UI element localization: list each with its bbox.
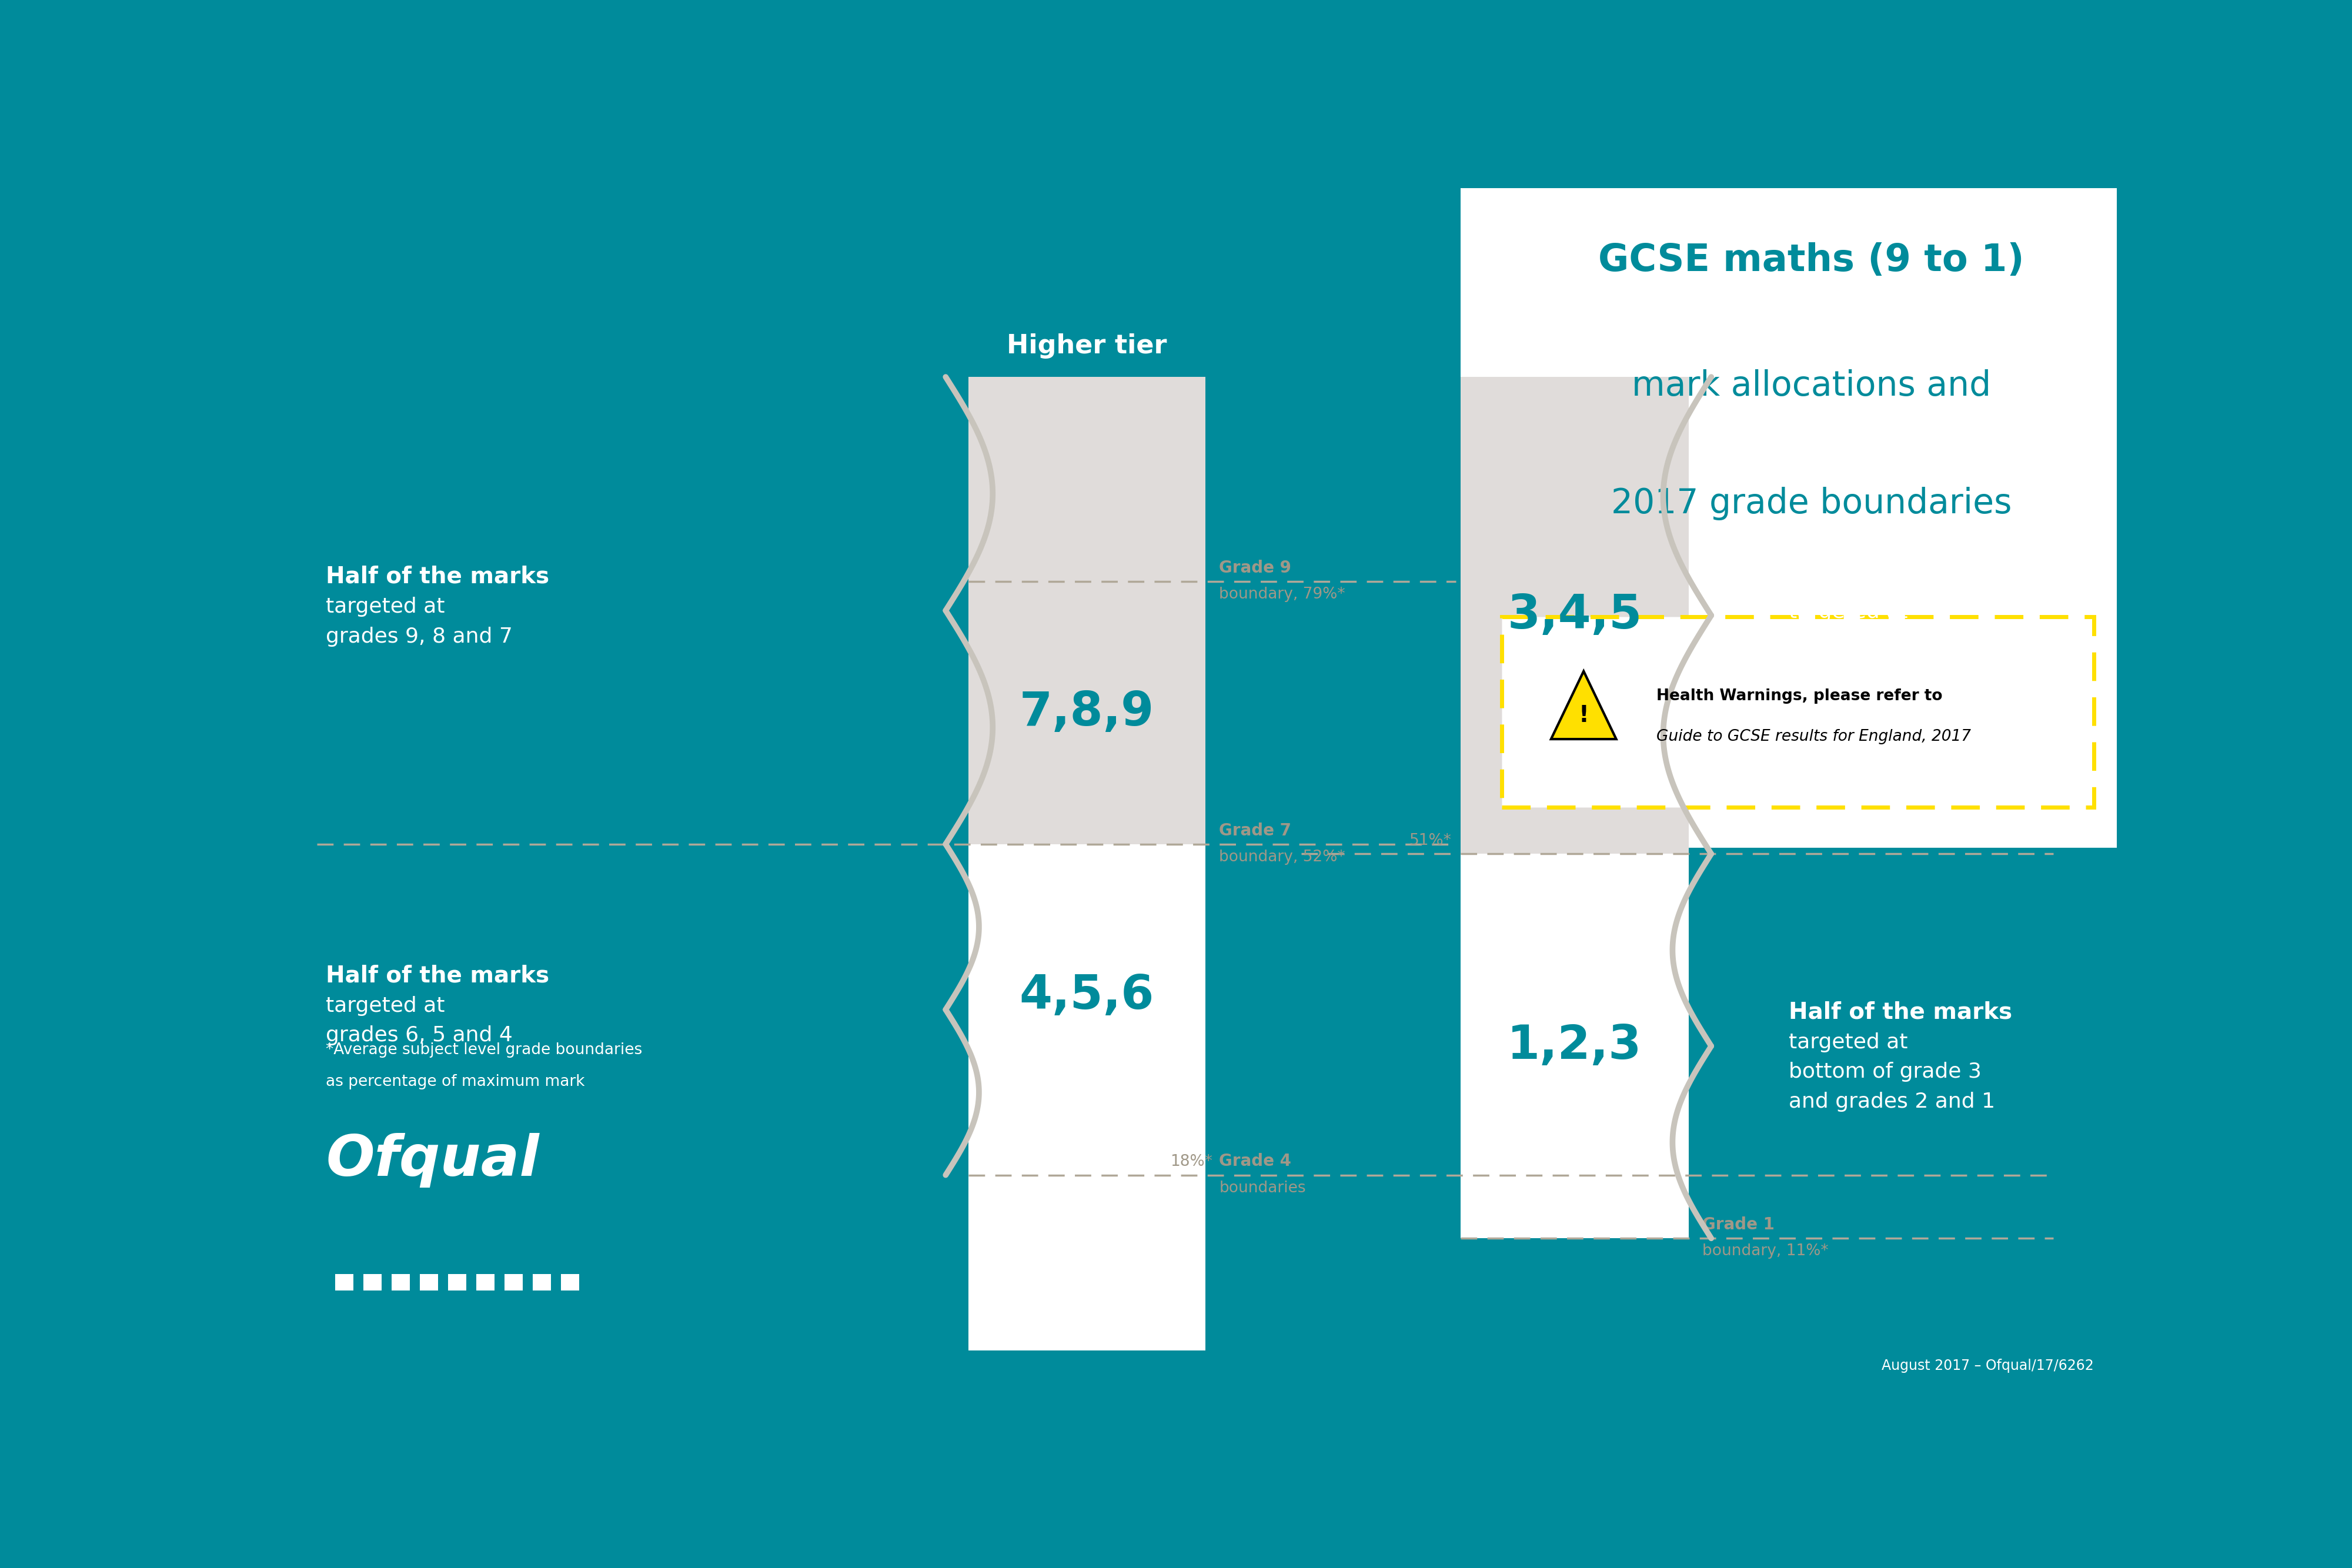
Text: Grade 7: Grade 7	[1218, 822, 1291, 839]
Text: 4,5,6: 4,5,6	[1018, 974, 1155, 1019]
Text: boundary, 79%*: boundary, 79%*	[1218, 586, 1345, 602]
Bar	[419, 1275, 437, 1290]
Text: Half of the marks: Half of the marks	[1790, 571, 2013, 593]
Text: 18%*: 18%*	[1169, 1154, 1211, 1170]
Text: Grade 9: Grade 9	[1218, 560, 1291, 575]
Text: Higher tier: Higher tier	[1007, 334, 1167, 359]
FancyBboxPatch shape	[1461, 169, 2136, 848]
Text: Foundation tier: Foundation tier	[1461, 315, 1689, 340]
Bar	[534, 1275, 550, 1290]
Text: targeted at
grades 6, 5 and 4: targeted at grades 6, 5 and 4	[327, 996, 513, 1046]
Bar	[506, 1275, 522, 1290]
Bar	[1461, 855, 1689, 1239]
Text: boundary, 52%*: boundary, 52%*	[1218, 850, 1345, 866]
Text: Health Warnings, please refer to: Health Warnings, please refer to	[1656, 688, 1943, 704]
Text: !: !	[1578, 704, 1590, 726]
Bar	[969, 844, 1204, 1350]
Bar	[969, 376, 1204, 844]
Bar	[475, 1275, 494, 1290]
Text: 2017 grade boundaries: 2017 grade boundaries	[1611, 488, 2011, 521]
Text: boundary, 11%*: boundary, 11%*	[1703, 1243, 1828, 1259]
Text: boundaries: boundaries	[1218, 1181, 1305, 1196]
Text: as percentage of maximum mark: as percentage of maximum mark	[327, 1074, 586, 1090]
Text: targeted at
grades 5, 4 and
top of grade 3: targeted at grades 5, 4 and top of grade…	[1790, 602, 1955, 681]
Bar	[334, 1275, 353, 1290]
FancyBboxPatch shape	[1501, 616, 2093, 808]
Text: targeted at
bottom of grade 3
and grades 2 and 1: targeted at bottom of grade 3 and grades…	[1790, 1032, 1994, 1112]
Bar	[562, 1275, 579, 1290]
Bar	[1461, 376, 1689, 855]
Text: 3,4,5: 3,4,5	[1508, 593, 1642, 638]
Text: Guide to GCSE results for England, 2017: Guide to GCSE results for England, 2017	[1656, 729, 1971, 745]
Text: Ofqual: Ofqual	[327, 1134, 539, 1187]
Text: 51%*: 51%*	[1409, 833, 1451, 848]
Bar	[390, 1275, 409, 1290]
Text: Grade 4: Grade 4	[1218, 1152, 1291, 1170]
Text: Grade 1: Grade 1	[1703, 1217, 1773, 1232]
Bar	[447, 1275, 466, 1290]
Text: targeted at
grades 9, 8 and 7: targeted at grades 9, 8 and 7	[327, 597, 513, 646]
Text: mark allocations and: mark allocations and	[1632, 368, 1992, 403]
Text: Half of the marks: Half of the marks	[1790, 1000, 2013, 1024]
Text: Half of the marks: Half of the marks	[327, 566, 550, 588]
Text: Half of the marks: Half of the marks	[327, 964, 550, 986]
Text: *Average subject level grade boundaries: *Average subject level grade boundaries	[327, 1043, 642, 1058]
Text: 7,8,9: 7,8,9	[1018, 690, 1155, 735]
Polygon shape	[1550, 671, 1616, 739]
Text: GCSE maths (9 to 1): GCSE maths (9 to 1)	[1599, 243, 2025, 279]
Bar	[362, 1275, 381, 1290]
Text: 1,2,3: 1,2,3	[1508, 1024, 1642, 1069]
Text: August 2017 – Ofqual/17/6262: August 2017 – Ofqual/17/6262	[1882, 1359, 2093, 1374]
